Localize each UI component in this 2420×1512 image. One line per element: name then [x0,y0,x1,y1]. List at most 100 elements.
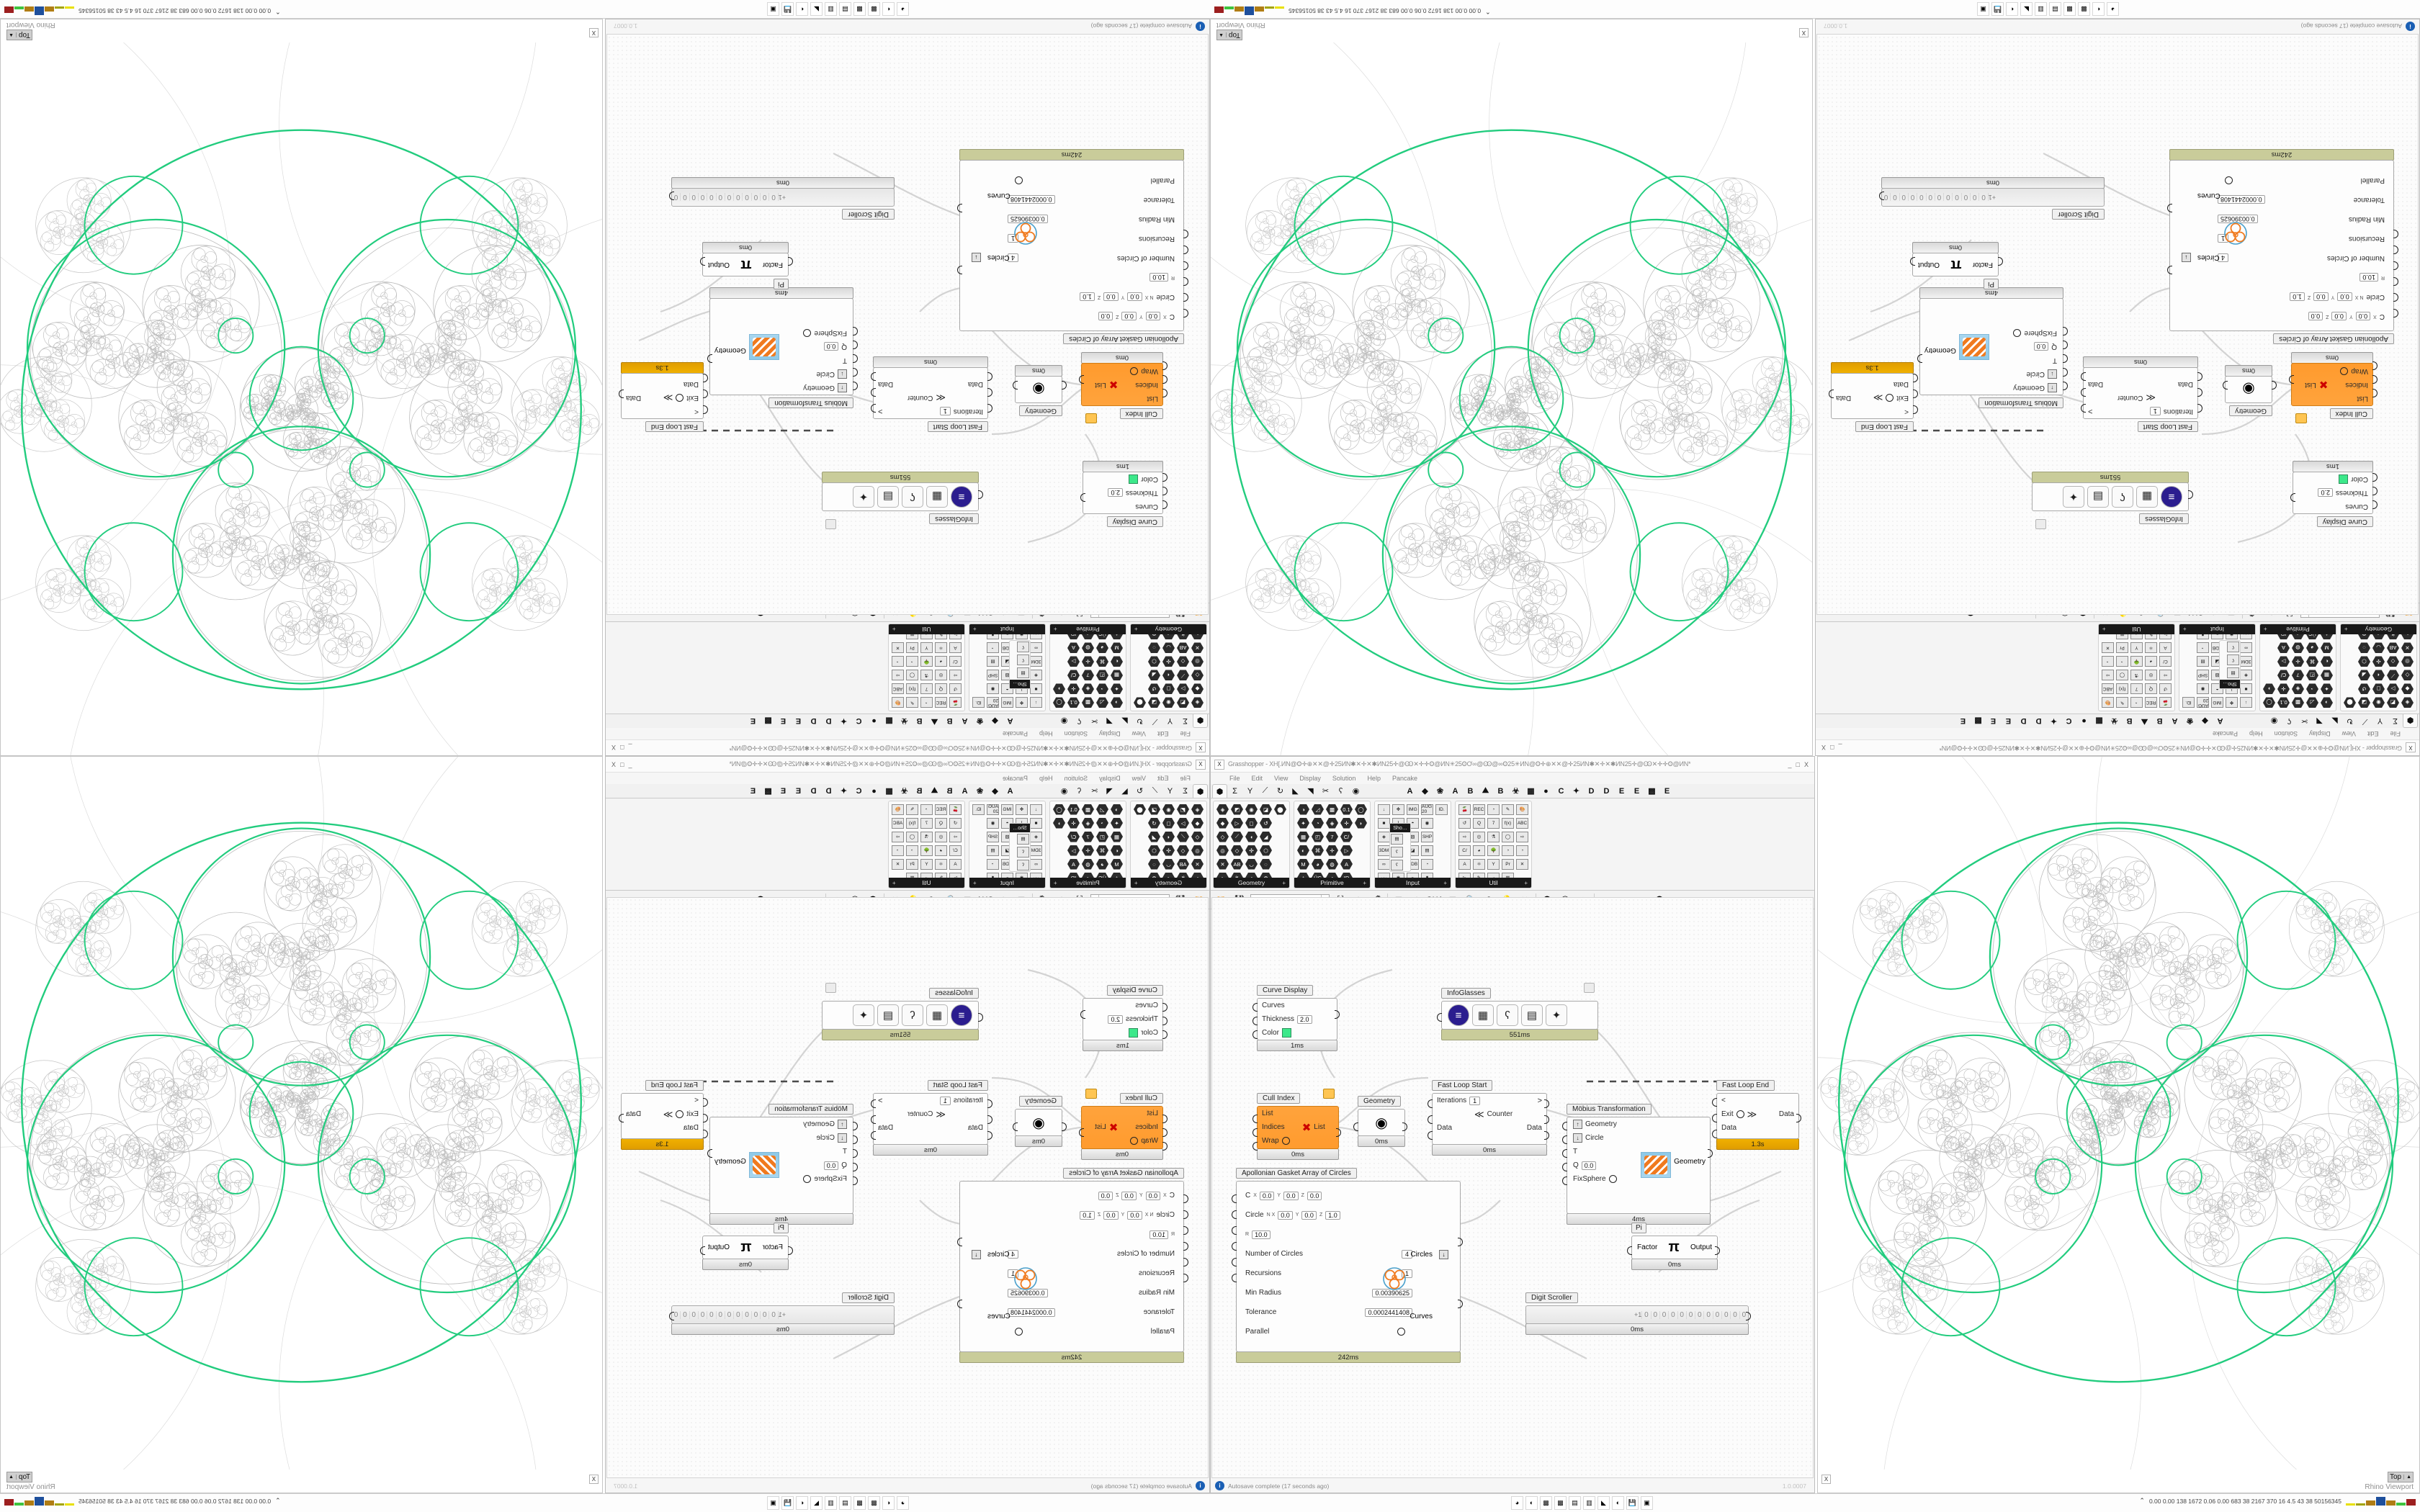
ribbon-icon[interactable]: ◔ [1420,858,1434,870]
param-field[interactable]: 0.0002441408 [1365,1308,1412,1317]
component-icon[interactable]: ⇨ [892,831,904,842]
thickness-field[interactable]: 2.0 [1108,1014,1123,1024]
tab-right-5[interactable]: ⛰ [931,786,938,795]
node-body[interactable]: +1 0 0 0 0 0 0 0 0 0 0 0 0 [1525,1305,1749,1324]
ribbon-icon[interactable]: ◇ [1230,844,1244,857]
ribbon-icon[interactable]: ✛ [1340,816,1353,829]
component-icon[interactable]: 7 [1326,831,1338,842]
component-icon[interactable]: AB [1177,859,1189,870]
rhino-viewport-panel[interactable]: X Rhino Viewport Top ▲ [1817,756,2420,1493]
component-icon[interactable]: ◔ [906,845,918,856]
ribbon-icon[interactable]: ◔ [905,844,919,857]
component-icon[interactable]: ◇ [2401,670,2414,681]
ribbon-icon[interactable]: ⇨ [891,669,905,682]
scroller-digit-10[interactable]: 0 [681,193,690,202]
iterations-field[interactable]: 1 [2149,407,2161,416]
window-close-left[interactable]: X [1214,759,1224,770]
component-icon[interactable]: ʕ [1017,846,1029,858]
scroller-digit-2[interactable]: 0 [751,193,761,202]
component-icon[interactable]: ◡ [2372,643,2385,654]
node-body[interactable]: ↑ Geometry ↓ Circle T Q 0.0 FixSphere Geometry [709,1117,853,1214]
infoglasses-button-4[interactable]: ✦ [853,1004,874,1026]
ribbon-icon[interactable]: AB [1176,858,1190,870]
ribbon-icon[interactable]: Pr [2115,642,2129,654]
ribbon-icon[interactable]: ◖ [2372,669,2385,682]
ribbon-icon[interactable]: ↺ [1147,683,1161,696]
ribbon-icon[interactable]: ▦ [1110,830,1124,843]
ribbon-icon[interactable]: ✎ [2115,696,2129,709]
component-icon[interactable]: ◉ [1162,698,1175,708]
ribbon-icon[interactable]: ◌ [1147,858,1161,870]
infoglasses-button-3[interactable]: ▤ [1521,1004,1543,1026]
ribbon-icon[interactable]: A [949,642,962,654]
component-icon[interactable]: ◰ [1096,670,1108,681]
tab-hexagon-tab-icon[interactable]: ⬢ [1193,714,1208,728]
ribbon-icon[interactable]: ʕ [2226,641,2240,654]
ribbon-icon[interactable]: ◉ [1162,803,1175,816]
tab-right-9[interactable]: ● [871,716,877,726]
ribbon-icon[interactable]: ◉ [2372,696,2385,709]
input-nib[interactable] [1562,1122,1567,1130]
menu-item-view[interactable]: View [1131,730,1146,737]
ribbon-icon[interactable]: ◯ [905,830,919,843]
ribbon-icon[interactable]: ʕ [1016,845,1030,858]
component-icon[interactable]: 0.1 [1067,698,1080,708]
ribbon-icon[interactable]: IMG [1406,803,1420,816]
scroller-digit-8[interactable]: 0 [698,193,708,202]
component-icon[interactable]: A [1067,643,1080,654]
component-icon[interactable]: ID. [972,804,985,815]
component-icon[interactable]: REC [935,804,947,815]
node-body[interactable]: List Indices ✖ List Wrap [2291,363,2373,406]
component-icon[interactable]: ◈ [1216,804,1229,815]
viewport-view-selector[interactable]: Top ▲ [1216,30,1243,40]
component-icon[interactable]: ✦ [2321,684,2333,695]
tab-scissors-tab-icon[interactable]: ✂ [2300,716,2308,725]
ribbon-icon[interactable]: ◡ [2372,642,2385,654]
component-icon[interactable]: ⟋ [1231,831,1243,842]
tab-right-10[interactable]: C [1558,786,1564,796]
component-icon[interactable]: ⬤ [1134,698,1146,708]
component-icon[interactable]: 7 [2130,683,2143,695]
viewport-view-caret-icon[interactable]: ▲ [9,32,17,37]
tab-right-0[interactable]: A [1007,716,1013,726]
param-field[interactable]: 0.0 [1283,1191,1299,1200]
component-icon[interactable]: ◖ [1162,670,1175,681]
menu-item-solution[interactable]: Solution [2274,730,2298,737]
ribbon-icon[interactable]: ✕ [891,642,905,654]
input-nib[interactable] [1562,1135,1567,1144]
menu-item-help[interactable]: Help [1039,775,1053,782]
component-icon[interactable]: ◿ [1312,804,1324,815]
node-body[interactable]: Factor π Output [702,1236,789,1259]
component-icon[interactable]: ✕ [1191,859,1204,870]
component-icon[interactable]: ▷ [1231,817,1243,829]
ribbon-icon[interactable]: ◻ [1245,816,1258,829]
component-icon[interactable]: 7 [1082,832,1094,842]
ribbon-icon[interactable]: C/ [1340,830,1353,843]
ribbon-icon[interactable]: 🌳 [1487,844,1500,857]
tab-blob-tab-icon[interactable]: ◣ [1121,716,1128,725]
node-curve-display[interactable]: Curve Display Curves Thickness 2.0 Color 1ms [1080,461,1168,529]
param-field[interactable]: 0.0 [1121,1191,1137,1200]
window-titlebar[interactable]: X Grasshopper - XH[.ИN@Ꙩ✛⊕✕✕@✛25ИN✱✕✛✕✱ИN… [606,757,1209,773]
tab-right-15[interactable]: E [780,716,786,726]
component-icon[interactable]: ◉ [1421,817,1433,829]
component-icon[interactable]: ⚛ [935,642,947,654]
component-icon[interactable]: 7 [920,817,933,829]
input-nib[interactable] [1353,1122,1358,1131]
component-icon[interactable]: REC [1473,804,1485,815]
component-icon[interactable]: ◆ [2401,684,2414,695]
component-icon[interactable]: ʕ [2227,654,2239,666]
ribbon-icon[interactable]: ✦ [1296,816,1310,829]
ribbon-icon[interactable]: ◡ [1245,858,1258,870]
ribbon-icon[interactable]: ◇ [1176,844,1190,857]
output-nib[interactable] [957,204,962,212]
ribbon-icon[interactable]: ⌘ [1311,844,1325,857]
component-icon[interactable]: ⬡ [2358,657,2370,667]
tab-hook-tab-icon[interactable]: ʕ [1077,716,1082,726]
ribbon-icon[interactable]: ◖ [1162,830,1175,843]
component-icon[interactable]: ◻ [1162,818,1175,829]
node-body[interactable]: +1 0 0 0 0 0 0 0 0 0 0 0 0 [1881,188,2105,207]
taskbar-inkscape-icon[interactable]: ◣ [1597,1496,1610,1510]
ribbon-icon[interactable]: ✥ [2225,696,2238,709]
output-nib[interactable] [700,257,705,266]
